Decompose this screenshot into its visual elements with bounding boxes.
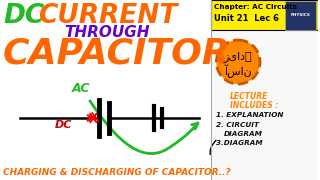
Text: INCLUDES :: INCLUDES : — [230, 101, 279, 110]
Text: CHARGING & DISCHARGING OF CAPACITOR..?: CHARGING & DISCHARGING OF CAPACITOR..? — [3, 168, 231, 177]
Text: CURRENT: CURRENT — [38, 3, 177, 29]
Text: CAPACITOR: CAPACITOR — [3, 36, 231, 70]
Text: PHYSICS: PHYSICS — [291, 13, 311, 17]
Text: THROUGH: THROUGH — [64, 25, 150, 40]
Text: 1. EXPLANATION: 1. EXPLANATION — [216, 112, 284, 118]
Text: 3.DIAGRAM: 3.DIAGRAM — [216, 140, 263, 146]
FancyBboxPatch shape — [285, 1, 316, 30]
Text: LECTURE: LECTURE — [230, 92, 268, 101]
Text: Chapter: AC Circuits: Chapter: AC Circuits — [214, 4, 297, 10]
FancyBboxPatch shape — [212, 0, 318, 180]
Text: AC: AC — [71, 82, 90, 95]
Text: DIAGRAM: DIAGRAM — [224, 131, 263, 137]
Text: 2. CIRCUIT: 2. CIRCUIT — [216, 122, 260, 128]
Circle shape — [216, 40, 260, 84]
Text: Unit 21  Lec 6: Unit 21 Lec 6 — [214, 14, 279, 23]
Text: زیادہ: زیادہ — [224, 51, 252, 62]
Text: DC: DC — [3, 3, 44, 29]
FancyBboxPatch shape — [212, 0, 318, 30]
Text: DC: DC — [55, 120, 72, 130]
Text: آسان: آسان — [224, 64, 252, 78]
